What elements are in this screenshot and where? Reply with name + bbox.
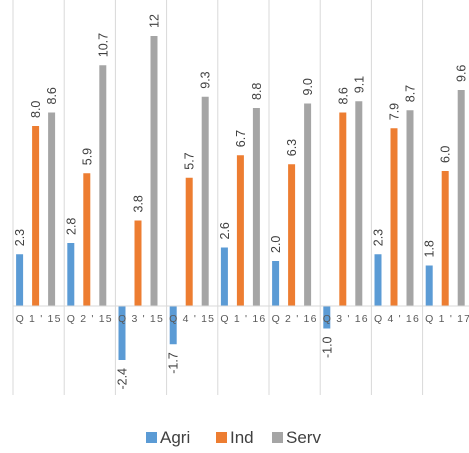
data-label-serv-q3-16: 9.1 bbox=[352, 76, 366, 93]
bar-serv-q1-15 bbox=[48, 112, 56, 306]
data-label-serv-q3-15: 12 bbox=[148, 14, 162, 28]
data-label-ind-q2-15: 5.9 bbox=[80, 148, 94, 165]
x-tick-label-q2-15: Q 2 ' 15 bbox=[67, 313, 113, 325]
data-label-agri-q3-15: -2.4 bbox=[116, 368, 130, 390]
x-tick-label-q4-16: Q 4 ' 16 bbox=[374, 313, 420, 325]
data-label-ind-q2-16: 6.3 bbox=[285, 139, 299, 156]
bar-serv-q1-17 bbox=[457, 90, 465, 306]
bar-serv-q3-15 bbox=[150, 36, 158, 306]
x-tick-label-q2-16: Q 2 ' 16 bbox=[272, 313, 318, 325]
bar-agri-q2-15 bbox=[67, 243, 75, 306]
bar-ind-q2-15 bbox=[83, 173, 91, 306]
data-label-serv-q4-16: 8.7 bbox=[404, 85, 418, 102]
legend-swatch-serv bbox=[272, 432, 283, 443]
data-label-serv-q1-17: 9.6 bbox=[455, 65, 469, 82]
bar-agri-q3-15 bbox=[118, 306, 126, 360]
legend-label-ind: Ind bbox=[230, 428, 254, 447]
data-label-serv-q2-16: 9.0 bbox=[301, 78, 315, 95]
legend: Agri Ind Serv bbox=[146, 428, 321, 447]
bar-ind-q4-16 bbox=[390, 128, 398, 306]
bar-ind-q1-15 bbox=[32, 126, 40, 306]
data-label-agri-q2-15: 2.8 bbox=[64, 218, 78, 235]
data-label-ind-q3-15: 3.8 bbox=[132, 195, 146, 212]
bar-agri-q3-16 bbox=[323, 306, 331, 329]
legend-label-agri: Agri bbox=[160, 428, 190, 447]
bar-ind-q3-15 bbox=[134, 220, 142, 306]
data-labels: 2.3 2.8 -2.4 -1.7 2.6 2.0 -1.0 2.3 1.8 8.0 5.9 3.8 5… bbox=[13, 14, 469, 389]
bar-ind-q3-16 bbox=[339, 112, 347, 306]
bar-serv-q1-16 bbox=[252, 108, 260, 306]
data-label-serv-q1-15: 8.6 bbox=[45, 87, 59, 104]
data-label-agri-q4-15: -1.7 bbox=[167, 352, 181, 374]
data-label-ind-q1-16: 6.7 bbox=[234, 130, 248, 147]
x-tick-label-q1-15: Q 1 ' 15 bbox=[16, 313, 62, 325]
data-label-ind-q4-15: 5.7 bbox=[183, 152, 197, 169]
data-label-ind-q3-16: 8.6 bbox=[336, 87, 350, 104]
bar-agri-q4-15 bbox=[169, 306, 177, 345]
bar-agri-q2-16 bbox=[272, 261, 280, 306]
data-label-ind-q1-17: 6.0 bbox=[439, 146, 453, 163]
data-label-agri-q4-16: 2.3 bbox=[372, 229, 386, 246]
gridlines bbox=[12, 0, 424, 395]
data-label-ind-q1-15: 8.0 bbox=[29, 101, 43, 118]
x-tick-label-q3-16: Q 3 ' 16 bbox=[323, 313, 369, 325]
data-label-serv-q4-15: 9.3 bbox=[199, 71, 213, 88]
bar-serv-q4-15 bbox=[201, 96, 209, 306]
x-tick-label-q4-15: Q 4 ' 15 bbox=[169, 313, 215, 325]
data-label-agri-q3-16: -1.0 bbox=[320, 336, 334, 358]
bar-agri-q1-16 bbox=[220, 247, 228, 306]
bar-serv-q4-16 bbox=[406, 110, 414, 306]
data-label-serv-q1-16: 8.8 bbox=[250, 83, 264, 100]
x-axis: Q 1 ' 15 Q 2 ' 15 Q 3 ' 15 Q 4 ' 15 Q 1 ' 16… bbox=[13, 305, 469, 325]
data-label-agri-q2-16: 2.0 bbox=[269, 236, 283, 253]
legend-swatch-ind bbox=[216, 432, 227, 443]
data-label-agri-q1-16: 2.6 bbox=[218, 222, 232, 239]
data-label-agri-q1-17: 1.8 bbox=[423, 240, 437, 257]
bar-agri-q1-15 bbox=[16, 254, 24, 306]
bar-serv-q2-16 bbox=[304, 103, 312, 306]
bar-ind-q1-17 bbox=[441, 171, 449, 306]
legend-label-serv: Serv bbox=[286, 428, 321, 447]
bar-ind-q4-15 bbox=[185, 177, 193, 306]
bar-serv-q3-16 bbox=[355, 101, 363, 306]
bar-agri-q4-16 bbox=[374, 254, 382, 306]
data-label-agri-q1-15: 2.3 bbox=[13, 229, 27, 246]
x-tick-label-q3-15: Q 3 ' 15 bbox=[118, 313, 164, 325]
bar-agri-q1-17 bbox=[425, 265, 433, 306]
legend-swatch-agri bbox=[146, 432, 157, 443]
bar-ind-q2-16 bbox=[288, 164, 296, 306]
bars bbox=[16, 36, 465, 360]
bar-serv-q2-15 bbox=[99, 65, 107, 306]
bar-ind-q1-16 bbox=[236, 155, 244, 306]
data-label-serv-q2-15: 10.7 bbox=[96, 33, 110, 57]
data-label-ind-q4-16: 7.9 bbox=[388, 103, 402, 120]
x-tick-label-q1-17: Q 1 ' 17 bbox=[425, 313, 469, 325]
x-tick-label-q1-16: Q 1 ' 16 bbox=[220, 313, 266, 325]
